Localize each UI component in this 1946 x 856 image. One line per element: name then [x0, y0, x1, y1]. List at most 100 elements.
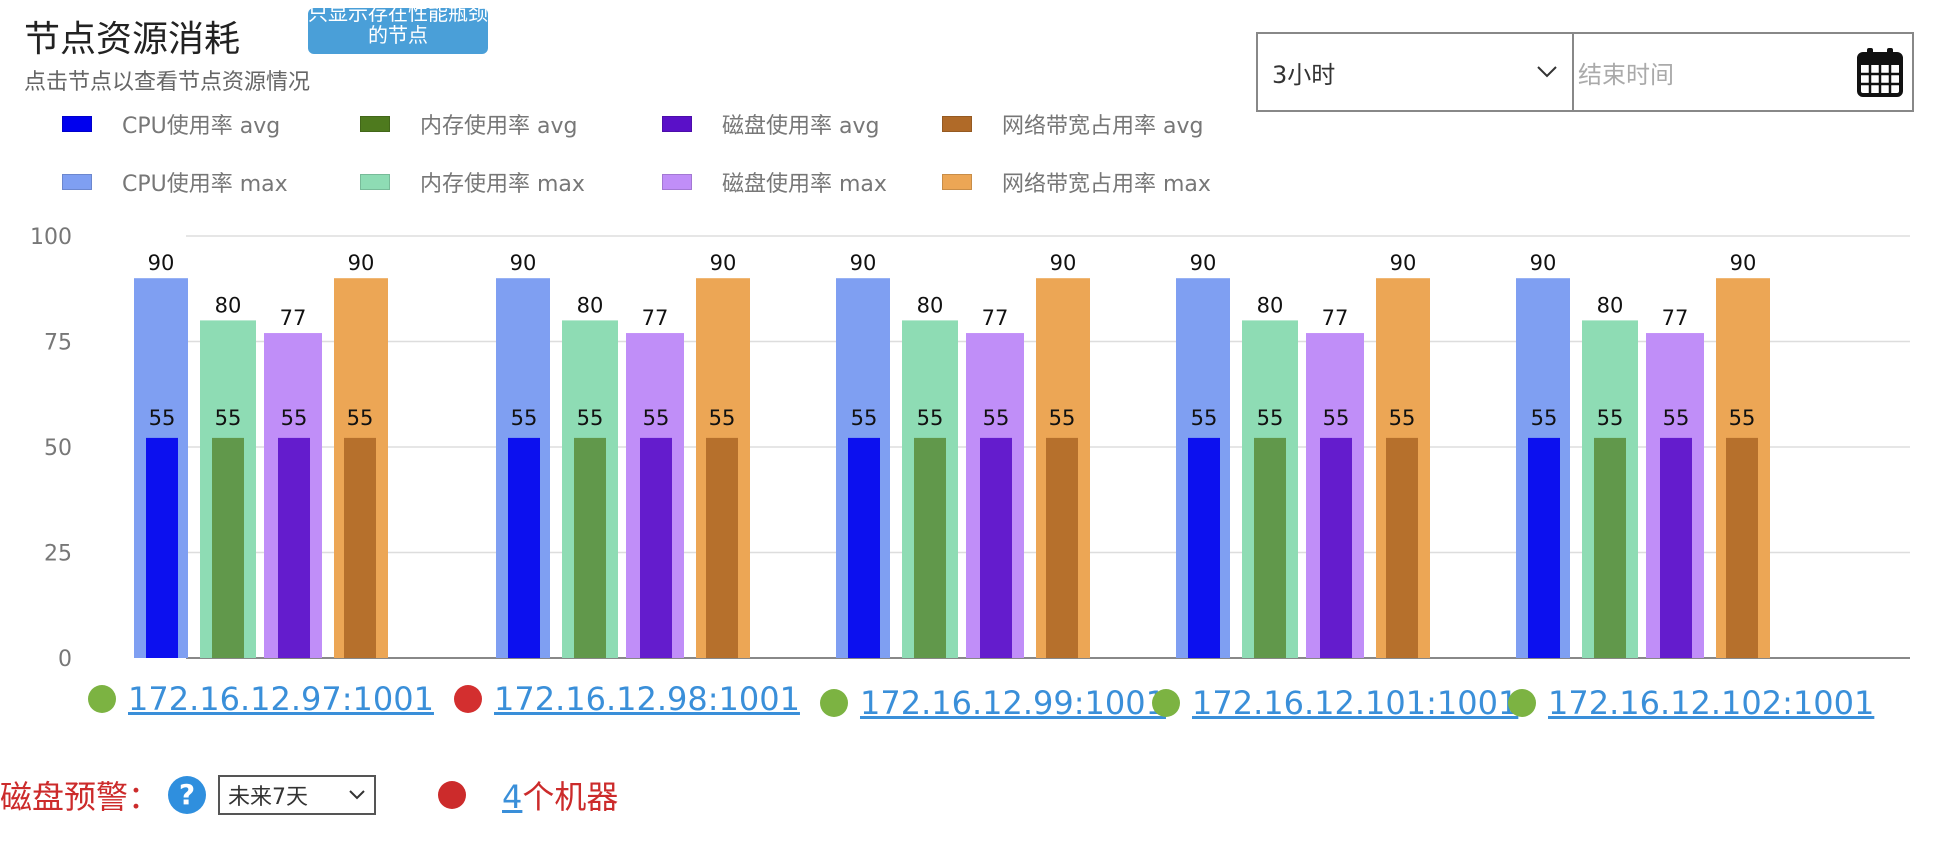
legend-item-disk-max[interactable]: 磁盘使用率 max [662, 166, 887, 198]
bar-avg [1046, 437, 1078, 658]
legend-label: CPU使用率 avg [122, 114, 281, 139]
status-dot [1152, 689, 1180, 717]
bar-value-label: 90 [510, 251, 537, 275]
machine-count-suffix: 个机器 [522, 778, 619, 816]
bar-avg [1726, 437, 1758, 658]
bar-avg [508, 437, 540, 658]
end-time-placeholder: 结束时间 [1578, 60, 1674, 89]
legend-swatch [942, 174, 972, 190]
bar-value-label: 90 [1390, 251, 1417, 275]
legend-swatch [942, 116, 972, 132]
legend-label: 网络带宽占用率 avg [1002, 114, 1204, 139]
page-subtitle: 点击节点以查看节点资源情况 [24, 70, 311, 95]
bar-value-label: 55 [347, 406, 374, 430]
legend-swatch [662, 174, 692, 190]
bar-avg [980, 437, 1012, 658]
bar-value-label: 55 [1597, 406, 1624, 430]
bar-value-label: 55 [511, 406, 538, 430]
bar-value-label: 90 [148, 251, 175, 275]
node-link[interactable]: 172.16.12.98:1001 [494, 680, 800, 718]
legend-item-network-avg[interactable]: 网络带宽占用率 avg [942, 108, 1203, 140]
bar-value-label: 55 [1729, 406, 1756, 430]
alert-dot [438, 781, 467, 809]
node-link[interactable]: 172.16.12.102:1001 [1548, 684, 1875, 722]
bar-value-label: 55 [983, 406, 1010, 430]
node-link[interactable]: 172.16.12.99:1001 [860, 684, 1166, 722]
bar-avg [1188, 437, 1220, 658]
bar-avg [640, 437, 672, 658]
bar-value-label: 55 [1257, 406, 1284, 430]
y-tick-label: 25 [44, 542, 72, 567]
legend-label: 磁盘使用率 max [722, 172, 887, 197]
legend-item-memory-avg[interactable]: 内存使用率 avg [360, 108, 577, 140]
legend-item-network-max[interactable]: 网络带宽占用率 max [942, 166, 1211, 198]
status-dot [820, 689, 848, 717]
legend-item-cpu-max[interactable]: CPU使用率 max [62, 166, 288, 198]
bar-avg [574, 437, 606, 658]
disk-warning-label: 磁盘预警： [0, 778, 161, 816]
help-icon[interactable]: ? [168, 776, 207, 814]
legend-label: 网络带宽占用率 max [1002, 172, 1211, 197]
legend-swatch [62, 116, 92, 132]
y-tick-label: 75 [44, 331, 72, 356]
bar-avg [848, 437, 880, 658]
bar-value-label: 55 [709, 406, 736, 430]
bar-value-label: 90 [850, 251, 877, 275]
node-item[interactable]: 172.16.12.101:1001 [1152, 684, 1518, 722]
bar-value-label: 55 [1191, 406, 1218, 430]
legend-label: CPU使用率 max [122, 172, 288, 197]
node-item[interactable]: 172.16.12.98:1001 [454, 680, 800, 718]
legend-swatch [62, 174, 92, 190]
calendar-icon[interactable] [1856, 46, 1904, 98]
bar-avg [1660, 437, 1692, 658]
bar-value-label: 80 [917, 293, 944, 317]
bar-value-label: 90 [348, 251, 375, 275]
node-item[interactable]: 172.16.12.99:1001 [820, 684, 1166, 722]
bar-value-label: 80 [1597, 293, 1624, 317]
bar-value-label: 90 [710, 251, 737, 275]
bar-avg [914, 437, 946, 658]
bar-value-label: 55 [1049, 406, 1076, 430]
machine-count-link[interactable]: 4 [502, 778, 523, 816]
page-title: 节点资源消耗 [24, 19, 241, 60]
bar-avg [1528, 437, 1560, 658]
bar-value-label: 80 [1257, 293, 1284, 317]
bar-value-label: 90 [1530, 251, 1557, 275]
legend-item-memory-max[interactable]: 内存使用率 max [360, 166, 585, 198]
bar-value-label: 55 [1323, 406, 1350, 430]
bar-value-label: 77 [280, 306, 307, 330]
bar-avg [146, 437, 178, 658]
bar-value-label: 55 [851, 406, 878, 430]
bar-value-label: 55 [149, 406, 176, 430]
machine-count: 4个机器 [502, 772, 618, 818]
time-range-select[interactable]: 3小时 [1256, 32, 1574, 112]
node-item[interactable]: 172.16.12.102:1001 [1508, 684, 1874, 722]
bar-value-label: 55 [281, 406, 308, 430]
bar-value-label: 90 [1190, 251, 1217, 275]
chevron-down-icon [1537, 66, 1557, 78]
node-link[interactable]: 172.16.12.101:1001 [1192, 684, 1519, 722]
node-item[interactable]: 172.16.12.97:1001 [88, 680, 434, 718]
disk-warning-bar: 磁盘预警： ? 未来7天 4个机器 [0, 772, 618, 818]
bar-avg [212, 437, 244, 658]
bar-value-label: 55 [1663, 406, 1690, 430]
y-tick-label: 0 [58, 647, 72, 670]
bottleneck-filter-button[interactable]: 只显示存在性能瓶颈的节点 [308, 8, 488, 54]
end-time-field[interactable]: 结束时间 [1574, 32, 1914, 112]
node-link[interactable]: 172.16.12.97:1001 [128, 680, 434, 718]
bar-value-label: 80 [215, 293, 242, 317]
bar-avg [706, 437, 738, 658]
bar-value-label: 90 [1730, 251, 1757, 275]
legend-label: 内存使用率 avg [420, 114, 578, 139]
y-tick-label: 50 [44, 436, 72, 461]
legend-swatch [662, 116, 692, 132]
warning-period-select[interactable]: 未来7天 [218, 775, 377, 815]
bar-value-label: 55 [1531, 406, 1558, 430]
legend-item-cpu-avg[interactable]: CPU使用率 avg [62, 108, 280, 140]
warning-period-value: 未来7天 [228, 785, 309, 810]
legend-item-disk-avg[interactable]: 磁盘使用率 avg [662, 108, 879, 140]
bar-avg [1594, 437, 1626, 658]
bar-value-label: 77 [1322, 306, 1349, 330]
resource-bar-chart: 0 25 50 75 100 90 80 77 90 55 55 55 55 90 80 77 90 55 55 55… [30, 225, 1910, 670]
legend-swatch [360, 116, 390, 132]
